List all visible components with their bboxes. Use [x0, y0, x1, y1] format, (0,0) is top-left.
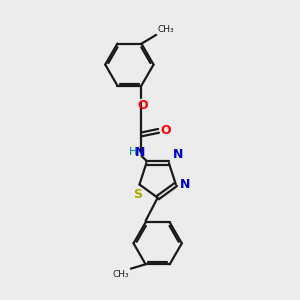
Text: O: O [160, 124, 171, 137]
Text: S: S [134, 188, 142, 201]
Text: O: O [137, 99, 148, 112]
Text: CH₃: CH₃ [158, 25, 174, 34]
Text: H: H [128, 147, 137, 157]
Text: N: N [135, 146, 145, 159]
Text: N: N [180, 178, 190, 191]
Text: N: N [172, 148, 183, 161]
Text: CH₃: CH₃ [112, 270, 129, 279]
